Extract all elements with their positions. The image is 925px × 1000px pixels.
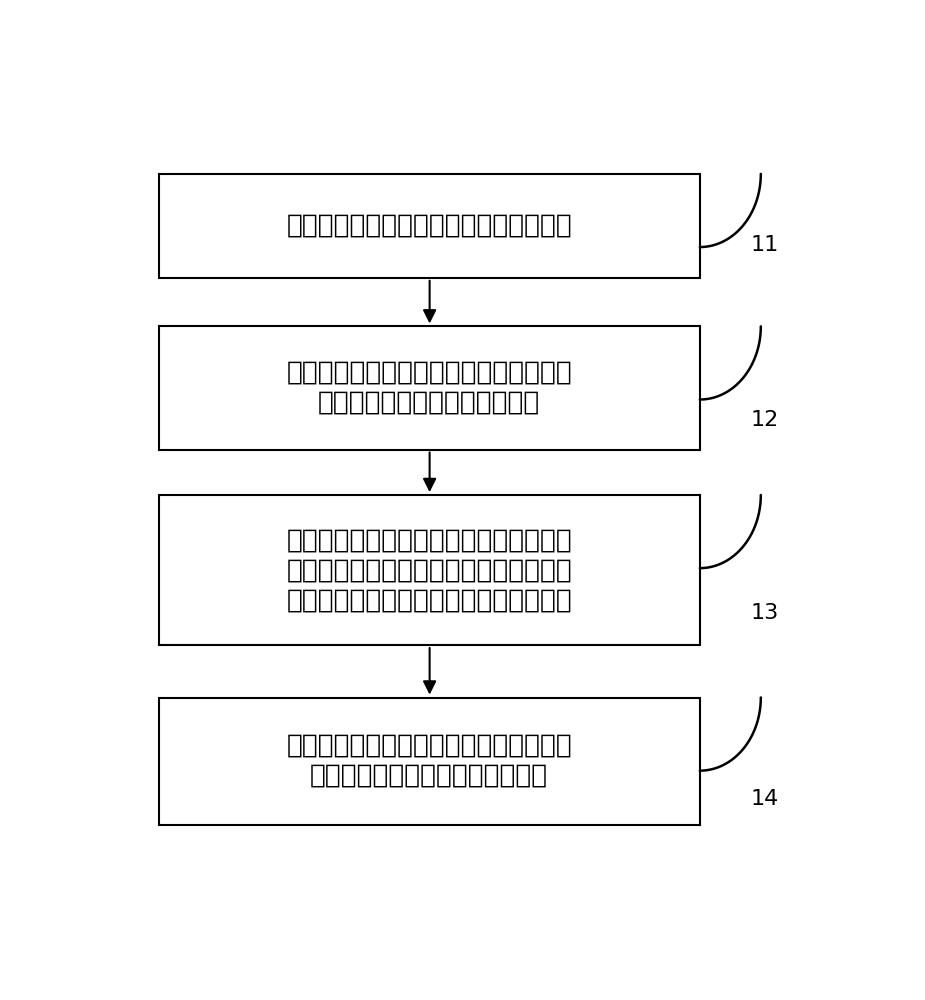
Text: 14: 14 (750, 789, 779, 809)
Text: 11: 11 (750, 235, 779, 255)
Bar (159, 495, 700, 645)
Text: 13: 13 (750, 603, 779, 623)
Bar (159, 326, 700, 450)
Text: 分别获取三相电路中各相电路的负载情况: 分别获取三相电路中各相电路的负载情况 (287, 213, 573, 239)
Text: 12: 12 (750, 410, 779, 430)
Text: 基于各相电路的负载情况判断各相电路之
间的负载数量差值是否大于阈值: 基于各相电路的负载情况判断各相电路之 间的负载数量差值是否大于阈值 (287, 360, 573, 416)
Text: 当三相电路中的任两相电路之间的负载数
量差值大于阈值时，基于各相电路的上述
负载情况确定各相电路中的高负载相电路: 当三相电路中的任两相电路之间的负载数 量差值大于阈值时，基于各相电路的上述 负载… (287, 527, 573, 613)
Text: 将高负载相电路中预设数量的单相负载换
相连接至三相电路中的其它相电路: 将高负载相电路中预设数量的单相负载换 相连接至三相电路中的其它相电路 (287, 733, 573, 789)
Bar (159, 174, 700, 278)
Bar (159, 698, 700, 825)
